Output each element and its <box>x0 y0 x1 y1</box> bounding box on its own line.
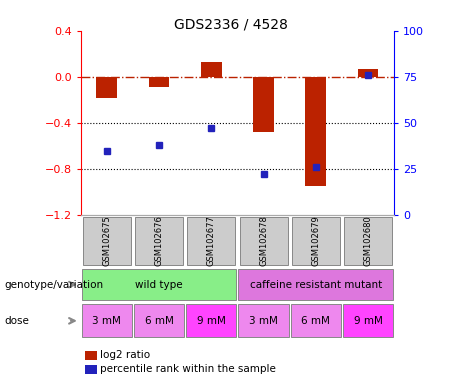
Text: GSM102678: GSM102678 <box>259 215 268 266</box>
Text: genotype/variation: genotype/variation <box>5 280 104 290</box>
Bar <box>292 217 340 265</box>
Bar <box>201 62 222 77</box>
Text: GSM102675: GSM102675 <box>102 215 111 266</box>
Bar <box>344 217 392 265</box>
Bar <box>291 305 341 337</box>
Bar <box>135 217 183 265</box>
Text: wild type: wild type <box>135 280 183 290</box>
Text: 9 mM: 9 mM <box>354 316 383 326</box>
Bar <box>358 69 378 77</box>
Text: 6 mM: 6 mM <box>301 316 330 326</box>
Text: caffeine resistant mutant: caffeine resistant mutant <box>250 280 382 290</box>
Text: percentile rank within the sample: percentile rank within the sample <box>100 364 277 374</box>
Text: 6 mM: 6 mM <box>145 316 173 326</box>
Text: GDS2336 / 4528: GDS2336 / 4528 <box>173 17 288 31</box>
Bar <box>134 305 184 337</box>
Bar <box>253 77 274 132</box>
Text: GSM102680: GSM102680 <box>364 215 372 266</box>
Bar <box>240 217 288 265</box>
Bar <box>82 305 132 337</box>
Bar <box>343 305 393 337</box>
Bar <box>187 217 235 265</box>
Text: dose: dose <box>5 316 30 326</box>
Text: 3 mM: 3 mM <box>249 316 278 326</box>
Text: 9 mM: 9 mM <box>197 316 226 326</box>
Bar <box>305 77 326 186</box>
Text: 3 mM: 3 mM <box>92 316 121 326</box>
Text: log2 ratio: log2 ratio <box>100 350 151 360</box>
Bar <box>186 305 236 337</box>
Bar <box>238 269 393 300</box>
Text: GSM102677: GSM102677 <box>207 215 216 266</box>
Bar <box>238 305 289 337</box>
Bar <box>83 217 131 265</box>
Bar <box>96 77 117 98</box>
Bar <box>148 77 170 87</box>
Bar <box>82 269 236 300</box>
Text: GSM102679: GSM102679 <box>311 215 320 266</box>
Text: GSM102676: GSM102676 <box>154 215 164 266</box>
